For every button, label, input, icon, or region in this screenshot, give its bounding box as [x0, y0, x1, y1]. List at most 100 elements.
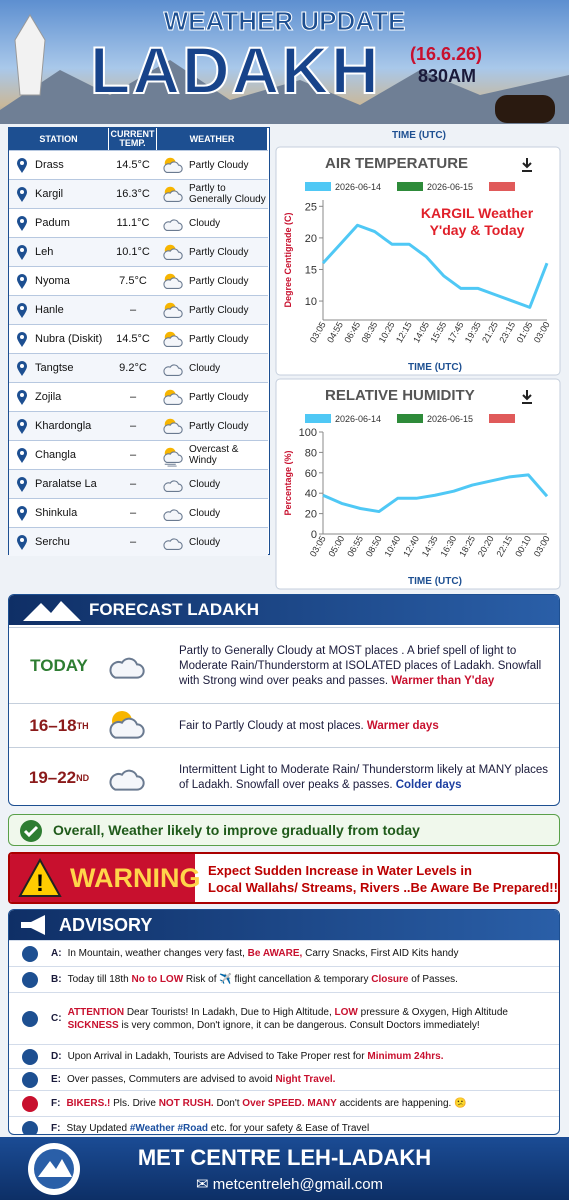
pin-dot	[20, 161, 24, 165]
weather: Cloudy	[189, 362, 221, 374]
cloud	[163, 393, 183, 405]
header: WEATHER UPDATE LADAKH (16.6.26) 830AM	[0, 0, 569, 124]
item-text: BIKERS.! Pls. Drive NOT RUSH. Don't Over…	[66, 1097, 466, 1110]
cloud	[163, 277, 183, 289]
item-text: In Mountain, weather changes very fast, …	[68, 947, 459, 960]
warning: ! WARNING Expect Sudden Increase in Wate…	[8, 852, 560, 904]
current-temp: 14.5°C	[116, 333, 150, 345]
legend-swatch	[305, 414, 331, 423]
period: TODAY	[17, 628, 101, 704]
current-temp: –	[129, 536, 137, 548]
station: Drass	[35, 159, 64, 171]
advisory-header: ADVISORY	[9, 910, 559, 940]
warning-text: Expect Sudden Increase in Water Levels i…	[208, 862, 558, 896]
item-part: accidents are happening. 😕	[336, 1098, 467, 1109]
icon-shape	[22, 1010, 38, 1027]
summary-text: Overall, Weather likely to improve gradu…	[53, 822, 420, 838]
weather: Partly Cloudy	[189, 391, 249, 403]
forecast-text: Partly to Generally Cloudy at MOST place…	[179, 628, 551, 704]
cloud	[163, 335, 183, 347]
y-tick-label: 40	[305, 488, 317, 500]
weather-icon	[163, 509, 183, 521]
table-row: Paralatse La – Cloudy	[9, 469, 268, 498]
pin-dot	[20, 306, 24, 310]
period-text: 19–22	[28, 768, 77, 787]
weather-icon	[163, 447, 183, 467]
download-icon	[522, 158, 532, 172]
weather: Cloudy	[189, 478, 221, 490]
advisory-item: E: Over passes, Commuters are advised to …	[9, 1068, 559, 1090]
table-row: Hanle – Partly Cloudy	[9, 295, 268, 324]
pin-icon	[17, 216, 27, 231]
item-part: BIKERS.!	[66, 1098, 111, 1109]
weather-icon	[109, 769, 145, 791]
item-label: A:	[51, 948, 62, 959]
cloud	[163, 451, 183, 463]
download-icon	[522, 390, 532, 404]
weather: Partly Cloudy	[189, 333, 249, 345]
pin	[17, 419, 27, 434]
item-part: Today till 18th	[67, 974, 132, 985]
weather-icon	[163, 418, 183, 434]
y-axis-label: Degree Centigrade (C)	[283, 212, 293, 307]
station: Hanle	[35, 304, 64, 316]
item-part: pressure & Oxygen, High Altitude	[357, 1006, 508, 1018]
warning-icon: !	[18, 858, 62, 897]
item-part: Closure	[371, 974, 409, 985]
forecast-body: Partly to Generally Cloudy at MOST place…	[179, 644, 551, 689]
current-temp: 14.5°C	[116, 159, 150, 171]
station: Shinkula	[35, 507, 78, 519]
forecast: FORECAST LADAKH TODAY Partly to Generally…	[8, 594, 560, 806]
advisory-icon	[22, 1010, 38, 1027]
footer-name: MET CENTRE LEH-LADAKH	[137, 1145, 432, 1170]
weather-icon	[163, 302, 183, 318]
advisory-item: D: Upon Arrival in Ladakh, Tourists are A…	[9, 1044, 559, 1068]
station: Nyoma	[35, 275, 70, 287]
item-part: Dear Tourists! In Ladakh, Due to High Al…	[124, 1006, 335, 1018]
weather-icon	[163, 364, 183, 376]
station: Tangtse	[35, 362, 74, 374]
pin-icon	[17, 477, 27, 492]
chart-title: AIR TEMPERATURE	[325, 155, 468, 172]
x-axis-label: TIME (UTC)	[408, 576, 462, 587]
table-row: Changla – Overcast & Windy	[9, 440, 268, 469]
item-label: E:	[51, 1074, 61, 1085]
table-row: Drass 14.5°C Partly Cloudy	[9, 150, 268, 179]
item-part: etc. for your safety & Ease of Travel	[208, 1123, 370, 1134]
y-tick-label: 100	[299, 427, 317, 439]
weather: Overcast & Windy	[189, 444, 239, 466]
date: (16.6.26)	[410, 44, 483, 64]
station: Leh	[35, 246, 54, 258]
item-label: D:	[51, 1051, 62, 1062]
advisory-icon	[22, 1071, 38, 1088]
cloud	[163, 538, 183, 550]
weather-icon	[163, 273, 183, 289]
y-tick-label: 15	[305, 264, 317, 276]
station: Padum	[35, 217, 70, 229]
item-part: Over passes, Commuters are advised to av…	[67, 1074, 276, 1085]
forecast-description: Intermittent Light to Moderate Rain/ Thu…	[179, 764, 549, 791]
item-text: Stay Updated #Weather #Road etc. for you…	[66, 1122, 370, 1134]
forecast-description: Partly to Generally Cloudy at MOST place…	[179, 644, 542, 687]
item-part: LOW	[334, 1006, 358, 1018]
cloud	[163, 306, 183, 318]
check-icon	[20, 820, 42, 842]
advisory-icon	[22, 1048, 38, 1065]
advisory-item: F: BIKERS.! Pls. Drive NOT RUSH. Don't Ov…	[9, 1090, 559, 1116]
item-part: Night Travel.	[275, 1074, 336, 1085]
time: 830AM	[418, 66, 477, 86]
pin-dot	[20, 480, 24, 484]
icon-shape	[22, 1095, 38, 1112]
item-part: Be AWARE,	[247, 948, 303, 959]
station: Khardongla	[35, 420, 92, 432]
pin	[17, 274, 27, 289]
pin	[17, 477, 27, 492]
place: LADAKH	[89, 32, 381, 108]
weather-icon	[163, 157, 183, 173]
pin-dot	[20, 538, 24, 542]
y-tick-label: 0	[311, 529, 317, 541]
header-art	[0, 14, 569, 124]
pin	[17, 216, 27, 231]
table-row: Shinkula – Cloudy	[9, 498, 268, 527]
weather-icon	[163, 244, 183, 260]
